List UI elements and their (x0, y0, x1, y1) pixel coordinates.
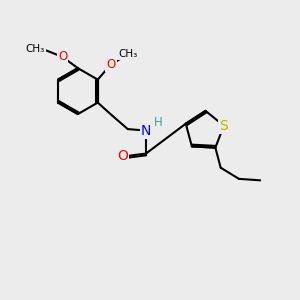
Text: N: N (141, 124, 151, 138)
Text: CH₃: CH₃ (118, 49, 137, 59)
Text: O: O (58, 50, 67, 64)
Text: S: S (219, 119, 228, 133)
Text: O: O (106, 58, 116, 71)
Text: O: O (117, 149, 128, 163)
Text: CH₃: CH₃ (26, 44, 45, 54)
Text: H: H (154, 116, 163, 129)
